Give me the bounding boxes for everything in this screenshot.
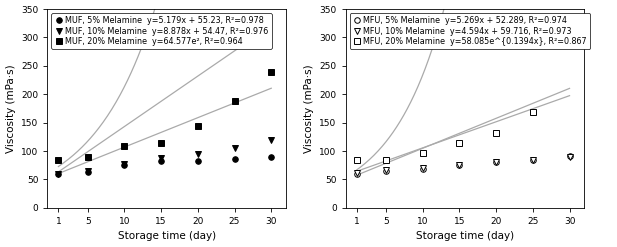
Legend: MFU, 5% Melamine  y=5.269x + 52.289, R²=0.974, MFU, 10% Melamine  y=4.594x + 59.: MFU, 5% Melamine y=5.269x + 52.289, R²=0… xyxy=(350,13,590,49)
Text: (b): (b) xyxy=(353,15,373,28)
X-axis label: Storage time (day): Storage time (day) xyxy=(118,231,216,242)
Y-axis label: Viscosity (mPa·s): Viscosity (mPa·s) xyxy=(304,64,314,153)
Text: (a): (a) xyxy=(54,15,75,28)
X-axis label: Storage time (day): Storage time (day) xyxy=(416,231,514,242)
Y-axis label: Viscosity (mPa·s): Viscosity (mPa·s) xyxy=(6,64,15,153)
Legend: MUF, 5% Melamine  y=5.179x + 55.23, R²=0.978, MUF, 10% Melamine  y=8.878x + 54.4: MUF, 5% Melamine y=5.179x + 55.23, R²=0.… xyxy=(51,13,271,49)
